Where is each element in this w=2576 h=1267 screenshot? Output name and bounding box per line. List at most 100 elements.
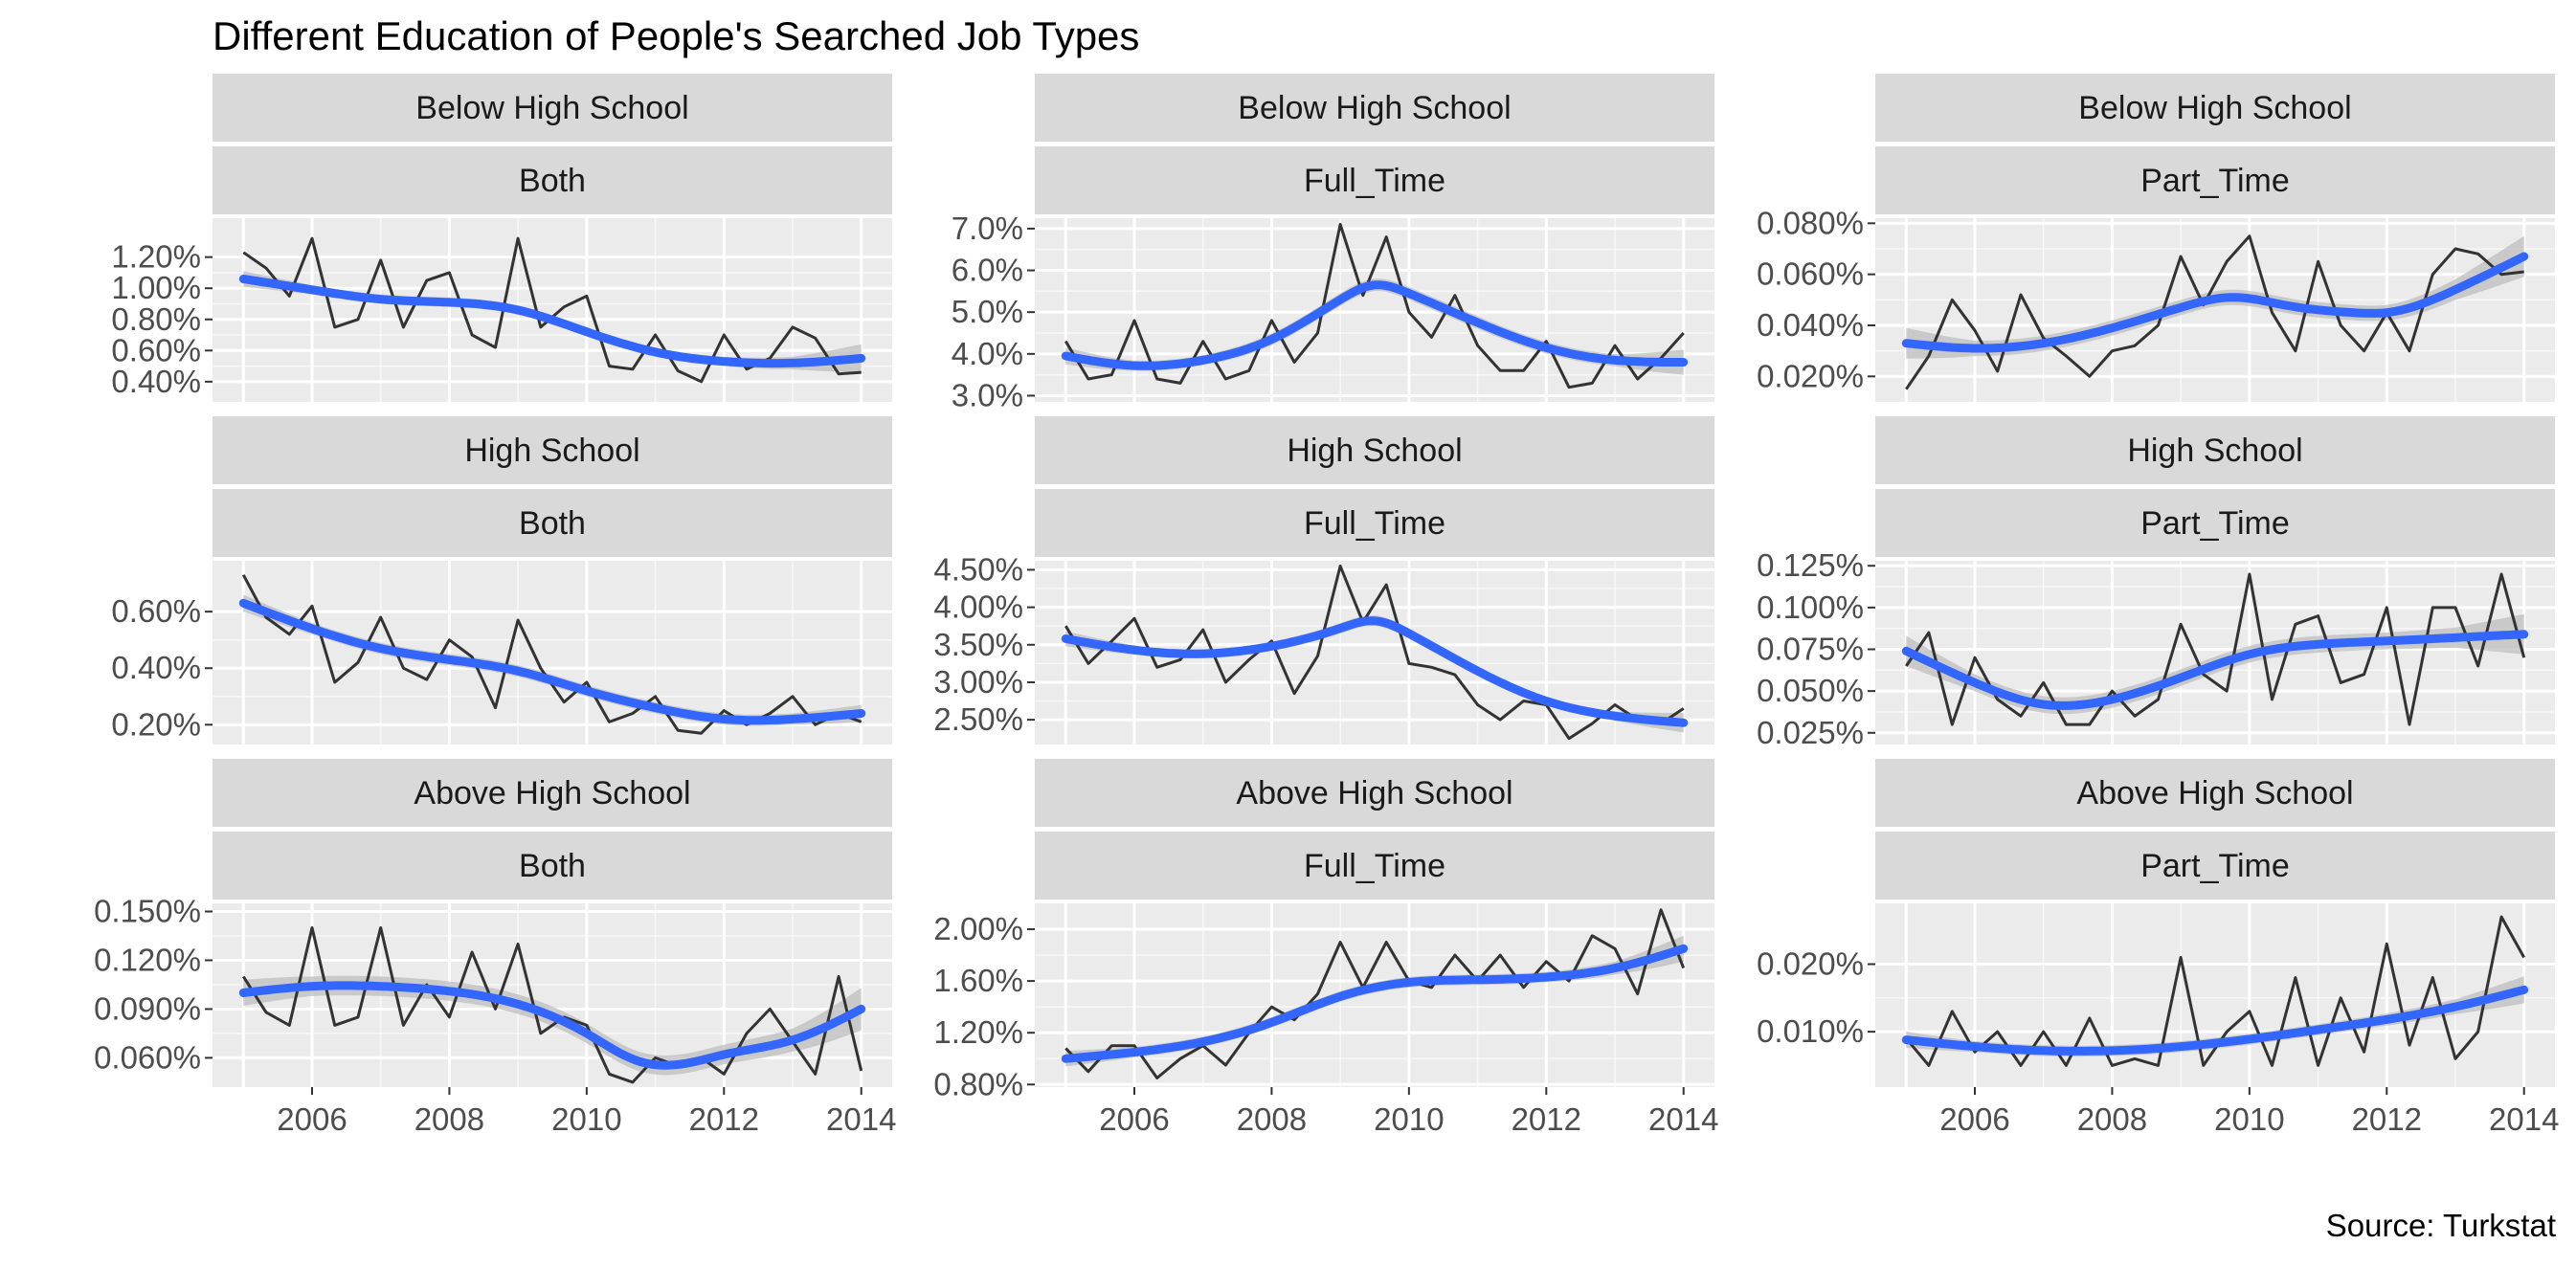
facet-label-row: High School <box>2127 433 2302 469</box>
y-tick-label: 0.090% <box>94 990 201 1026</box>
x-tick-label: 2012 <box>1512 1101 1581 1137</box>
facet-label-col: Part_Time <box>2140 848 2290 884</box>
smooth-trend-line <box>238 275 866 368</box>
smooth-trend-line <box>1901 252 2529 353</box>
facet-label-col: Both <box>519 848 586 884</box>
plot-panel <box>1875 218 2555 402</box>
y-tick-label: 0.60% <box>111 332 201 367</box>
y-tick-label: 0.020% <box>1757 358 1864 393</box>
plot-panel <box>1875 561 2555 745</box>
facet-strip-col <box>1875 832 2555 900</box>
facet-label-row: High School <box>464 433 639 469</box>
chart-caption: Source: Turkstat <box>2326 1208 2556 1243</box>
facet-panel: Below High School Full_Time 3.0% 4.0% 5.0% 6.… <box>952 74 1714 412</box>
y-tick-label: 0.40% <box>111 364 201 399</box>
facet-strip-row <box>1035 416 1714 484</box>
facet-panel: Above High School Full_Time 0.80% 1.20% 1.60… <box>933 759 1718 1137</box>
y-tick-label: 0.060% <box>94 1039 201 1075</box>
facet-strip-col <box>213 489 892 557</box>
facet-strip-row <box>213 759 892 827</box>
y-tick-label: 0.60% <box>111 593 201 629</box>
smooth-trend-line <box>238 981 866 1070</box>
facet-label-row: Above High School <box>414 775 690 811</box>
y-tick-label: 0.150% <box>94 893 201 928</box>
y-tick-label: 6.0% <box>952 253 1023 288</box>
raw-series-line <box>1064 908 1686 1079</box>
facet-label-col: Full_Time <box>1304 848 1445 884</box>
facet-strip-row <box>1875 759 2555 827</box>
x-tick-label: 2012 <box>2352 1101 2422 1137</box>
x-tick-label: 2014 <box>2489 1101 2559 1137</box>
facet-label-col: Part_Time <box>2140 505 2290 542</box>
facet-strip-row <box>213 74 892 142</box>
y-tick-label: 0.125% <box>1757 547 1864 583</box>
x-tick-label: 2008 <box>1237 1101 1307 1137</box>
facet-strip-row <box>1035 759 1714 827</box>
chart-title: Different Education of People's Searched… <box>213 13 1139 58</box>
y-tick-label: 1.60% <box>933 963 1023 998</box>
y-tick-label: 7.0% <box>952 211 1023 246</box>
facet-label-col: Both <box>519 505 586 542</box>
y-tick-label: 3.00% <box>933 664 1023 700</box>
facet-strip-row <box>213 416 892 484</box>
x-tick-label: 2014 <box>1648 1101 1718 1137</box>
raw-series-line <box>1064 223 1685 389</box>
facet-panel: High School Full_Time 2.50%3.00%3.50%4.00%… <box>933 416 1714 745</box>
y-tick-label: 0.050% <box>1757 673 1864 708</box>
y-tick-label: 0.020% <box>1757 946 1864 982</box>
facet-panel: High School Both 0.20% 0.40% 0.60% <box>111 416 892 745</box>
smooth-trend-line <box>1061 280 1689 370</box>
y-tick-label: 3.0% <box>952 377 1023 412</box>
y-tick-label: 0.025% <box>1757 715 1864 750</box>
y-tick-label: 1.00% <box>111 270 201 305</box>
plot-panel <box>213 218 892 402</box>
facet-label-col: Both <box>519 163 586 199</box>
x-tick-label: 2006 <box>277 1101 347 1137</box>
x-tick-label: 2014 <box>826 1101 896 1137</box>
y-tick-label: 0.010% <box>1757 1013 1864 1049</box>
x-tick-label: 2012 <box>689 1101 759 1137</box>
facet-strip-col <box>1035 832 1714 900</box>
facet-label-row: Above High School <box>2076 775 2353 811</box>
facet-panels: Below High SchoolBoth0.40%0.60%0.80%1.00… <box>94 74 2559 1137</box>
y-tick-label: 4.0% <box>952 336 1023 371</box>
y-tick-label: 0.40% <box>111 650 201 685</box>
smooth-trend-line <box>1901 630 2529 710</box>
facet-label-row: High School <box>1287 433 1462 469</box>
facet-strip-row <box>1035 74 1714 142</box>
y-tick-label: 0.075% <box>1757 632 1864 667</box>
y-tick-label: 1.20% <box>933 1014 1023 1050</box>
facet-panel: Above High School Both 0.060% 0.090% 0.120% 0… <box>94 759 896 1137</box>
facet-strip-col <box>1875 146 2555 214</box>
x-tick-label: 2010 <box>2214 1101 2284 1137</box>
y-tick-label: 2.00% <box>933 911 1023 946</box>
facet-panel: High School Part_Time 0.025% 0.050% 0.075% 0.… <box>1757 416 2555 750</box>
facet-strip-col <box>1035 146 1714 214</box>
y-tick-label: 0.80% <box>933 1066 1023 1101</box>
y-tick-label: 3.50% <box>933 627 1023 662</box>
facet-label-row: Below High School <box>415 90 688 126</box>
smooth-trend-line <box>238 598 866 725</box>
y-tick-label: 1.20% <box>111 239 201 275</box>
raw-series-line <box>1064 565 1685 741</box>
facet-panel: Below High School Part_Time 0.020% 0.040% 0.… <box>1757 74 2555 402</box>
x-tick-label: 2006 <box>1099 1101 1169 1137</box>
confidence-band <box>243 594 862 726</box>
plot-panel <box>1875 903 2555 1087</box>
facet-label-col: Full_Time <box>1304 505 1445 542</box>
facet-label-row: Above High School <box>1236 775 1512 811</box>
raw-series-line <box>1905 572 2526 726</box>
facet-panel: Above High School Part_Time 0.010% 0.020% 20… <box>1757 759 2559 1137</box>
y-tick-label: 0.040% <box>1757 307 1864 343</box>
plot-panel <box>1035 903 1714 1087</box>
y-tick-label: 0.060% <box>1757 256 1864 292</box>
facet-strip-col <box>1875 489 2555 557</box>
facet-label-row: Below High School <box>2078 90 2351 126</box>
facet-strip-col <box>213 146 892 214</box>
facet-strip-col <box>213 832 892 900</box>
smooth-trend-line <box>1061 944 1689 1063</box>
x-tick-label: 2008 <box>2077 1101 2147 1137</box>
y-tick-label: 5.0% <box>952 294 1023 329</box>
x-tick-label: 2010 <box>1374 1101 1444 1137</box>
